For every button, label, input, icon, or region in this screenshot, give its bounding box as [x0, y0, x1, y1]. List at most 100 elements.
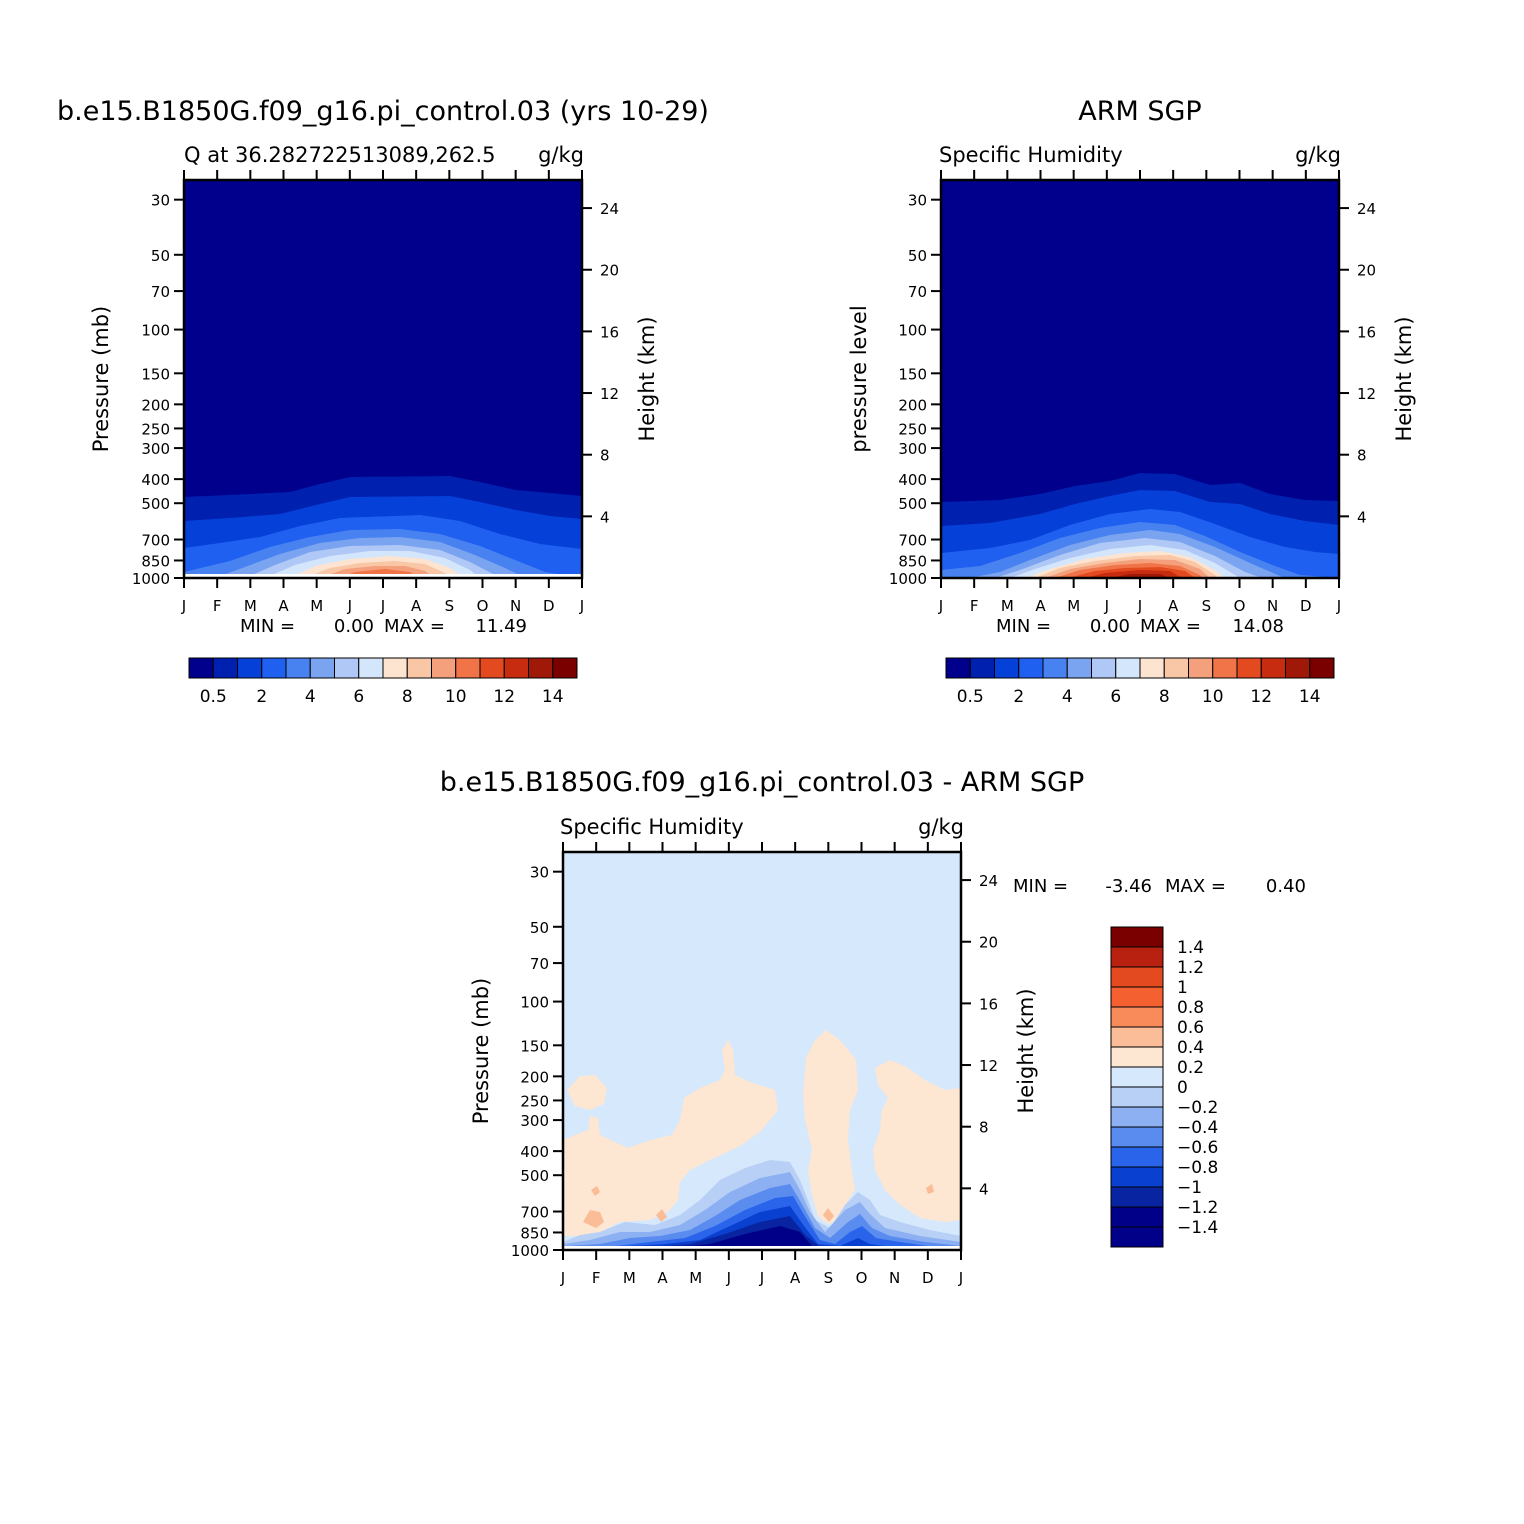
panel-model-stats: MIN = 0.00 MAX = 11.49: [240, 616, 527, 637]
colorbar-tick-label: 6: [353, 687, 364, 707]
x-tick-label: A: [411, 597, 422, 615]
stat-min-label: MIN =: [240, 616, 295, 637]
stat-max-label: MAX =: [1165, 876, 1226, 897]
colorbar-box: [528, 657, 554, 679]
colorbar-box: [237, 657, 263, 679]
panel-obs-stats: MIN = 0.00 MAX = 14.08: [996, 616, 1284, 637]
y-tick-label: 70: [908, 283, 927, 301]
x-tick-label: J: [579, 597, 584, 615]
colorbar-box: [1110, 1146, 1164, 1168]
below-surface-mask: [563, 1246, 961, 1250]
colorbar-box: [431, 657, 457, 679]
colorbar-box: [334, 657, 360, 679]
colorbar-box: [1110, 1126, 1164, 1148]
y-tick-label: 700: [520, 1204, 549, 1222]
colorbar-box: [969, 657, 995, 679]
panel-obs-colorbar: 0.5 2 4 6 8 10 12 14: [945, 657, 1335, 707]
colorbar-tick-label: 1.2: [1177, 958, 1204, 978]
colorbar-tick-label: 14: [1299, 687, 1321, 707]
x-tick-label: M: [1001, 597, 1014, 615]
colorbar-box: [1110, 1086, 1164, 1108]
y-tick-label: 300: [520, 1112, 549, 1130]
x-tick-label: D: [543, 597, 555, 615]
panel-model-title: b.e15.B1850G.f09_g16.pi_control.03 (yrs …: [57, 96, 709, 127]
x-tick-label: J: [560, 1269, 565, 1287]
stat-max-label: MAX =: [1140, 616, 1201, 637]
x-tick-label: M: [1067, 597, 1080, 615]
colorbar-tick-label: 6: [1110, 687, 1121, 707]
y2-tick-label: 8: [600, 447, 610, 465]
y-tick-label: 1000: [132, 570, 170, 588]
x-tick-label: J: [726, 1269, 731, 1287]
colorbar-box: [1110, 986, 1164, 1008]
stat-min-value: 0.00: [1090, 616, 1130, 637]
colorbar-tick-label: 0.5: [200, 687, 227, 707]
colorbar-box: [479, 657, 505, 679]
stat-max-value: 0.40: [1266, 876, 1306, 897]
y-tick-label: 250: [898, 420, 927, 438]
y-tick-label: 100: [141, 322, 170, 340]
panel-obs-ylabel: pressure level: [847, 305, 871, 452]
y2-tick-label: 20: [600, 262, 619, 280]
y-tick-label: 400: [141, 471, 170, 489]
x-tick-label: S: [1202, 597, 1212, 615]
y2-tick-label: 20: [979, 934, 998, 952]
y-tick-label: 1000: [511, 1242, 549, 1260]
colorbar-tick-label: 0.8: [1177, 998, 1204, 1018]
panel-diff-subtitle-left: Specific Humidity: [560, 815, 744, 839]
colorbar-box: [945, 657, 971, 679]
x-tick-label: D: [922, 1269, 934, 1287]
colorbar-box: [1163, 657, 1189, 679]
colorbar-box: [1042, 657, 1068, 679]
stat-min-label: MIN =: [1013, 876, 1068, 897]
panel-diff-title: b.e15.B1850G.f09_g16.pi_control.03 - ARM…: [440, 767, 1084, 798]
stat-min-label: MIN =: [996, 616, 1051, 637]
x-tick-label: J: [1137, 597, 1142, 615]
colorbar-box: [1115, 657, 1141, 679]
contour-band: [823, 1208, 834, 1222]
colorbar-box: [994, 657, 1020, 679]
colorbar-box: [503, 657, 529, 679]
y-tick-label: 850: [898, 552, 927, 570]
panel-model-subtitle-left: Q at 36.282722513089,262.5: [184, 143, 496, 167]
y-tick-label: 30: [530, 864, 549, 882]
y2-tick-label: 20: [1357, 262, 1376, 280]
x-tick-label: J: [181, 597, 186, 615]
colorbar-tick-label: −1.4: [1177, 1218, 1218, 1238]
colorbar-box: [406, 657, 432, 679]
y-tick-label: 500: [898, 495, 927, 513]
panel-model-subtitle-right: g/kg: [538, 143, 584, 167]
contour-band: [563, 1040, 778, 1236]
y2-tick-label: 12: [600, 385, 619, 403]
colorbar-tick-label: −1: [1177, 1178, 1202, 1198]
colorbar-tick-label: 2: [1013, 687, 1024, 707]
x-tick-label: J: [347, 597, 352, 615]
panel-obs-subtitle-right: g/kg: [1295, 143, 1341, 167]
colorbar-box: [1110, 1226, 1164, 1248]
colorbar-tick-label: −1.2: [1177, 1198, 1218, 1218]
panel-obs-title: ARM SGP: [1078, 96, 1201, 127]
x-tick-label: J: [1336, 597, 1341, 615]
panel-diff-contours: [563, 852, 961, 1250]
x-tick-label: F: [592, 1269, 601, 1287]
colorbar-tick-label: 0.6: [1177, 1018, 1204, 1038]
x-tick-label: J: [1104, 597, 1109, 615]
y-tick-label: 30: [908, 192, 927, 210]
contour-band: [656, 1209, 667, 1222]
y-tick-label: 50: [151, 247, 170, 265]
contour-band: [567, 1075, 607, 1110]
panel-obs-contours: [941, 180, 1339, 578]
y2-tick-label: 24: [1357, 200, 1376, 218]
y-tick-label: 70: [530, 955, 549, 973]
colorbar-tick-label: −0.8: [1177, 1158, 1218, 1178]
x-tick-label: A: [278, 597, 289, 615]
colorbar-box: [1139, 657, 1165, 679]
y-tick-label: 1000: [889, 570, 927, 588]
colorbar-box: [1236, 657, 1262, 679]
colorbar-tick-label: 12: [1250, 687, 1272, 707]
x-tick-label: J: [380, 597, 385, 615]
x-tick-label: A: [790, 1269, 801, 1287]
y2-tick-label: 8: [979, 1119, 989, 1137]
colorbar-box: [1309, 657, 1335, 679]
